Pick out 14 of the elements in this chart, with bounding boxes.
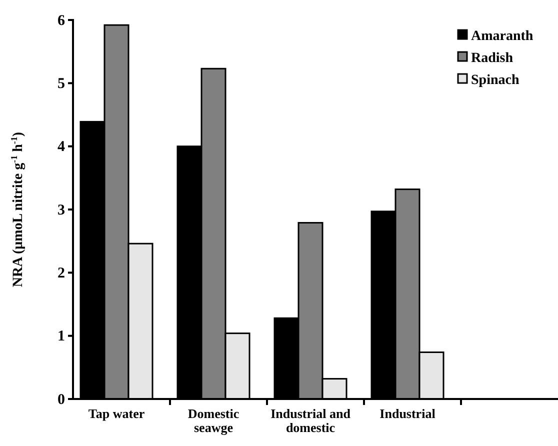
y-tick-label: 0 [58, 392, 65, 408]
y-tick-label: 3 [58, 202, 65, 218]
y-tick-label: 4 [58, 139, 66, 156]
legend-label: Radish [471, 51, 514, 66]
y-tick-label: 1 [58, 328, 65, 345]
y-tick-label: 6 [58, 12, 66, 29]
y-tick-label: 2 [58, 265, 65, 282]
x-tick-label: Tap water [88, 406, 145, 421]
x-tick-label: Industrial [380, 406, 436, 421]
legend-label: Spinach [471, 73, 520, 88]
x-tick-label: Industrial and domestic [270, 406, 352, 435]
legend-label: Amaranth [471, 29, 534, 44]
y-tick-label: 5 [58, 76, 65, 92]
x-tick-label: Domestic seawge [188, 406, 240, 435]
